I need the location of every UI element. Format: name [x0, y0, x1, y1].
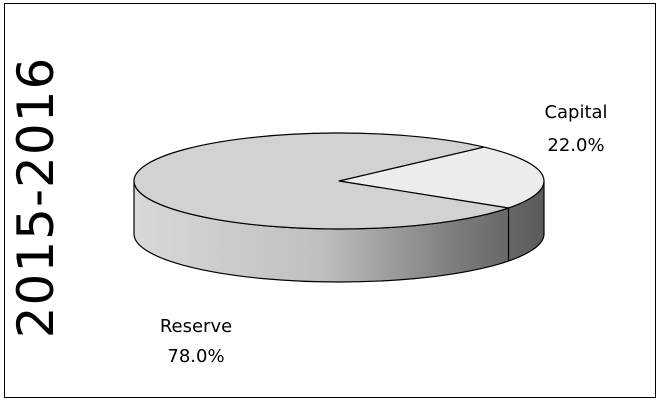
pie-slices: [133, 132, 545, 283]
slice-value-capital: 22.0%: [547, 135, 604, 156]
slice-value-reserve: 78.0%: [167, 346, 224, 367]
slice-label-reserve: Reserve: [160, 316, 232, 337]
slice-label-capital: Capital: [544, 102, 607, 123]
pie-slice-reserve: [133, 132, 510, 230]
pie-slice-capital: [338, 146, 545, 209]
